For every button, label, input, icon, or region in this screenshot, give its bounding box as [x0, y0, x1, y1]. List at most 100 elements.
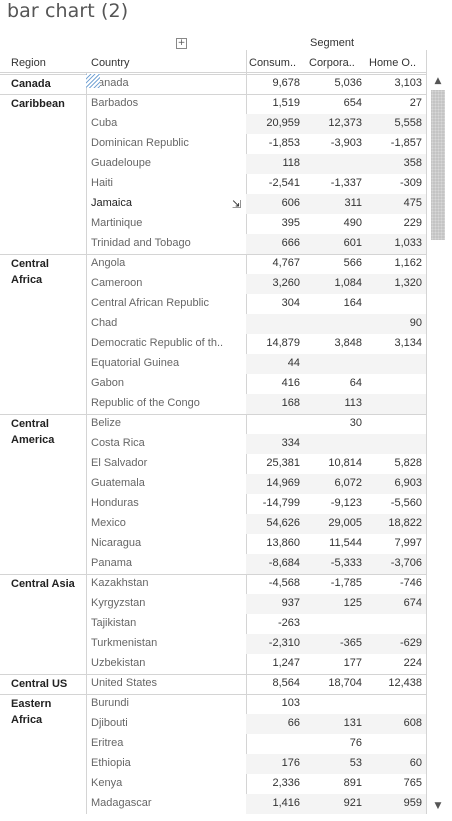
- corporate-value[interactable]: 6,072: [334, 477, 362, 489]
- table-row[interactable]: Martinique 395 490 229: [0, 214, 426, 234]
- country-label[interactable]: Martinique: [91, 217, 143, 229]
- consumer-value[interactable]: 118: [282, 157, 300, 169]
- country-label[interactable]: Dominican Republic: [91, 137, 189, 149]
- consumer-column-header[interactable]: Consum..: [249, 57, 297, 69]
- table-row[interactable]: Central Africa Angola 4,767 566 1,162: [0, 254, 426, 286]
- region-label[interactable]: Central Asia: [11, 578, 75, 590]
- table-row[interactable]: Turkmenistan -2,310 -365 -629: [0, 634, 426, 654]
- vertical-scrollbar[interactable]: [429, 73, 446, 818]
- home-office-value[interactable]: 224: [403, 657, 422, 669]
- country-label[interactable]: Panama: [91, 557, 132, 569]
- consumer-value[interactable]: 1,519: [272, 97, 300, 109]
- corporate-value[interactable]: 891: [343, 777, 362, 789]
- table-row[interactable]: Eastern Africa Burundi 103: [0, 694, 426, 726]
- corporate-value[interactable]: -3,903: [330, 137, 362, 149]
- consumer-value[interactable]: 9,678: [272, 77, 300, 89]
- consumer-value[interactable]: 176: [281, 757, 300, 769]
- region-label[interactable]: Eastern Africa: [11, 698, 52, 726]
- home-office-value[interactable]: -3,706: [390, 557, 422, 569]
- table-row[interactable]: Djibouti 66 131 608: [0, 714, 426, 734]
- consumer-value[interactable]: 395: [281, 217, 300, 229]
- corporate-value[interactable]: 921: [343, 797, 362, 809]
- region-column-header[interactable]: Region: [11, 57, 46, 69]
- corporate-value[interactable]: -5,333: [330, 557, 362, 569]
- home-office-value[interactable]: 1,162: [394, 257, 422, 269]
- table-row[interactable]: Chad 90: [0, 314, 426, 334]
- table-row[interactable]: Ethiopia 176 53 60: [0, 754, 426, 774]
- country-label[interactable]: Cameroon: [91, 277, 143, 289]
- table-row[interactable]: Caribbean Barbados 1,519 654 27: [0, 94, 426, 114]
- country-label[interactable]: Equatorial Guinea: [91, 357, 180, 369]
- corporate-value[interactable]: 53: [349, 757, 362, 769]
- country-label[interactable]: Gabon: [91, 377, 125, 389]
- corporate-value[interactable]: 76: [349, 737, 362, 749]
- country-label[interactable]: Kazakhstan: [91, 577, 149, 589]
- consumer-value[interactable]: 4,767: [272, 257, 300, 269]
- home-office-value[interactable]: 27: [409, 97, 422, 109]
- home-office-value[interactable]: -5,560: [390, 497, 422, 509]
- table-row[interactable]: Honduras -14,799 -9,123 -5,560: [0, 494, 426, 514]
- consumer-value[interactable]: 54,626: [266, 517, 300, 529]
- table-row[interactable]: Cuba 20,959 12,373 5,558: [0, 114, 426, 134]
- home-office-value[interactable]: 229: [403, 217, 422, 229]
- table-row[interactable]: El Salvador 25,381 10,814 5,828: [0, 454, 426, 474]
- consumer-value[interactable]: 66: [287, 717, 300, 729]
- corporate-value[interactable]: 177: [343, 657, 362, 669]
- country-label[interactable]: Kyrgyzstan: [91, 597, 146, 609]
- home-office-value[interactable]: 18,822: [388, 517, 422, 529]
- home-office-value[interactable]: 90: [409, 317, 422, 329]
- scroll-down-arrow-icon[interactable]: ▼: [434, 801, 442, 811]
- home-office-value[interactable]: -1,857: [390, 137, 422, 149]
- corporate-value[interactable]: -9,123: [330, 497, 362, 509]
- home-office-value[interactable]: 765: [403, 777, 422, 789]
- home-office-value[interactable]: -309: [399, 177, 422, 189]
- country-label[interactable]: Chad: [91, 317, 118, 329]
- home-office-column-header[interactable]: Home O..: [369, 57, 417, 69]
- country-column-header[interactable]: Country: [91, 57, 130, 69]
- consumer-value[interactable]: 666: [281, 237, 300, 249]
- table-row[interactable]: Madagascar 1,416 921 959: [0, 794, 426, 814]
- country-label[interactable]: Mexico: [91, 517, 126, 529]
- corporate-value[interactable]: -365: [339, 637, 362, 649]
- corporate-value[interactable]: 131: [343, 717, 362, 729]
- consumer-value[interactable]: 606: [281, 197, 300, 209]
- country-label[interactable]: Tajikistan: [91, 617, 137, 629]
- consumer-value[interactable]: 304: [281, 297, 300, 309]
- consumer-value[interactable]: 1,247: [272, 657, 300, 669]
- consumer-value[interactable]: 25,381: [266, 457, 300, 469]
- consumer-value[interactable]: 8,564: [272, 677, 300, 689]
- home-office-value[interactable]: 1,320: [394, 277, 422, 289]
- country-label[interactable]: Ethiopia: [91, 757, 131, 769]
- home-office-value[interactable]: 12,438: [388, 677, 422, 689]
- country-label[interactable]: Nicaragua: [91, 537, 142, 549]
- table-row[interactable]: Haiti -2,541 -1,337 -309: [0, 174, 426, 194]
- home-office-value[interactable]: 7,997: [394, 537, 422, 549]
- consumer-value[interactable]: 168: [281, 397, 300, 409]
- table-row[interactable]: Central African Republic 304 164: [0, 294, 426, 314]
- consumer-value[interactable]: 937: [281, 597, 300, 609]
- table-row[interactable]: Gabon 416 64: [0, 374, 426, 394]
- corporate-value[interactable]: 29,005: [328, 517, 362, 529]
- home-office-value[interactable]: 3,134: [394, 337, 422, 349]
- corporate-value[interactable]: -1,337: [330, 177, 362, 189]
- country-label[interactable]: Angola: [91, 257, 126, 269]
- country-label[interactable]: Burundi: [91, 697, 129, 709]
- country-label[interactable]: Turkmenistan: [91, 637, 158, 649]
- corporate-value[interactable]: 113: [344, 397, 362, 409]
- corporate-value[interactable]: 64: [349, 377, 362, 389]
- table-row[interactable]: Tajikistan -263: [0, 614, 426, 634]
- table-row[interactable]: Central America Belize 30: [0, 414, 426, 446]
- country-label[interactable]: Eritrea: [91, 737, 124, 749]
- region-label[interactable]: Caribbean: [11, 98, 65, 110]
- corporate-value[interactable]: 5,036: [334, 77, 362, 89]
- table-row[interactable]: Republic of the Congo 168 113: [0, 394, 426, 414]
- corporate-value[interactable]: 11,544: [329, 537, 362, 549]
- home-office-value[interactable]: 5,828: [394, 457, 422, 469]
- corporate-value[interactable]: 566: [343, 257, 362, 269]
- scroll-up-arrow-icon[interactable]: ▲: [434, 76, 442, 86]
- country-label[interactable]: Barbados: [91, 97, 139, 109]
- consumer-value[interactable]: -4,568: [268, 577, 300, 589]
- country-label[interactable]: El Salvador: [91, 457, 148, 469]
- table-row[interactable]: Nicaragua 13,860 11,544 7,997: [0, 534, 426, 554]
- country-label[interactable]: Kenya: [91, 777, 123, 789]
